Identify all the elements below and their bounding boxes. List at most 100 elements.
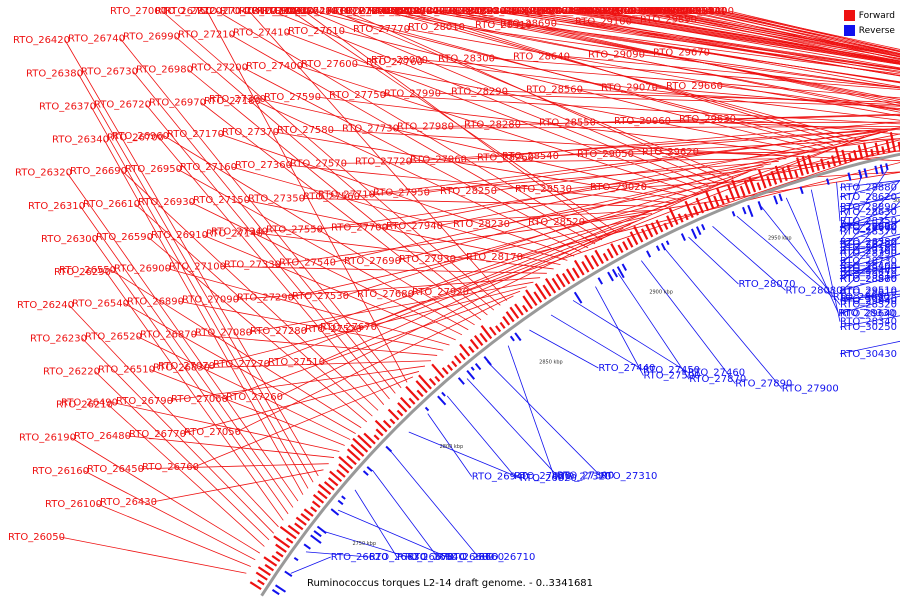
forward-leader-line — [562, 10, 900, 65]
forward-gene-label: RTO_29670 — [653, 48, 710, 59]
forward-gene-mark — [841, 149, 847, 164]
forward-leader-line — [717, 85, 900, 111]
forward-gene-mark — [695, 197, 705, 214]
forward-gene-label: RTO_26340 — [52, 135, 109, 146]
reverse-gene-mark — [457, 377, 465, 385]
forward-gene-mark — [310, 506, 318, 513]
forward-leader-line — [145, 104, 390, 400]
forward-leader-line — [654, 10, 900, 57]
forward-gene-label: RTO_27930 — [399, 254, 456, 265]
forward-gene-mark — [889, 131, 896, 152]
reverse-gene-mark — [341, 495, 346, 500]
forward-gene-label: RTO_28740 — [511, 6, 568, 17]
reverse-gene-label: RTO_26620 — [331, 552, 388, 563]
forward-leader-line — [315, 96, 802, 155]
forward-leader-line — [339, 30, 818, 150]
reverse-leader-line — [305, 551, 370, 558]
forward-gene-label: RTO_26740 — [68, 33, 125, 44]
forward-gene-mark — [705, 191, 715, 209]
forward-gene-mark — [257, 579, 265, 586]
forward-gene-mark — [431, 363, 445, 379]
forward-gene-mark — [317, 490, 328, 500]
reverse-gene-label: RTO_29810 — [840, 271, 897, 282]
reverse-leader-line — [337, 509, 448, 558]
forward-gene-mark — [480, 325, 493, 340]
forward-gene-label: RTO_27520 — [305, 324, 362, 335]
reverse-gene-label: RTO_28900 — [840, 222, 897, 233]
forward-gene-label: RTO_26960 — [112, 131, 169, 142]
forward-gene-label: RTO_29380 — [644, 6, 701, 17]
reverse-gene-label: RTO_26940 — [472, 472, 529, 483]
forward-gene-mark — [610, 243, 619, 256]
reverse-leader-line — [736, 215, 834, 298]
kbp-tick-label: 2800 kbp — [440, 444, 464, 450]
forward-gene-mark — [329, 470, 343, 483]
reverse-gene-label: RTO_28890 — [840, 202, 897, 213]
reverse-gene-label: RTO_28320 — [840, 300, 897, 311]
forward-leader-line — [290, 10, 617, 233]
kbp-tick-label: 2950 kbp — [768, 235, 792, 241]
reverse-leader-line — [550, 314, 644, 371]
forward-gene-label: RTO_27290 — [237, 293, 294, 304]
forward-gene-mark — [807, 154, 815, 173]
forward-gene-label: RTO_29420 — [668, 6, 725, 17]
leader-lines — [59, 10, 900, 574]
reverse-leader-line — [712, 225, 786, 291]
reverse-gene-mark — [366, 466, 373, 472]
reverse-gene-label: RTO_26710 — [478, 552, 535, 563]
reverse-gene-mark — [330, 508, 340, 516]
forward-gene-label: RTO_26750 — [155, 6, 212, 17]
forward-leader-line — [500, 10, 900, 70]
reverse-gene-mark — [509, 335, 515, 342]
forward-gene-mark — [640, 228, 649, 240]
forward-gene-label: RTO_27660 — [333, 6, 390, 17]
forward-gene-mark — [373, 434, 380, 441]
reverse-gene-label: RTO_26630 — [369, 552, 426, 563]
reverse-gene-label: RTO_28080 — [786, 285, 843, 296]
forward-gene-mark — [264, 563, 275, 572]
forward-gene-mark — [275, 550, 284, 558]
forward-gene-mark — [874, 142, 880, 156]
forward-gene-mark — [505, 311, 515, 323]
forward-gene-label: RTO_26430 — [100, 497, 157, 508]
forward-gene-label: RTO_28640 — [513, 51, 570, 62]
reverse-leader-line — [354, 489, 398, 558]
forward-gene-mark — [633, 225, 644, 243]
forward-gene-mark — [870, 148, 875, 157]
forward-gene-label: RTO_27160 — [180, 162, 237, 173]
forward-gene-mark — [885, 140, 891, 153]
forward-gene-label: RTO_27370 — [222, 127, 279, 138]
forward-leader-line — [167, 365, 426, 402]
forward-gene-label: RTO_26730 — [81, 66, 138, 77]
forward-gene-label: RTO_29330 — [573, 6, 630, 17]
forward-gene-label: RTO_27280 — [250, 326, 307, 337]
forward-gene-label: RTO_28050 — [468, 6, 525, 17]
forward-gene-mark — [446, 364, 453, 371]
forward-leader-line — [530, 10, 900, 74]
reverse-leader-line — [839, 175, 863, 232]
forward-gene-label: RTO_29340 — [670, 6, 727, 17]
forward-leader-line — [121, 170, 379, 411]
forward-gene-mark — [853, 149, 858, 161]
forward-gene-mark — [525, 289, 538, 307]
reverse-leader-line — [507, 345, 555, 477]
reverse-gene-mark — [826, 178, 830, 185]
forward-leader-line — [728, 10, 900, 53]
forward-gene-mark — [857, 145, 864, 160]
forward-gene-label: RTO_28550 — [539, 118, 596, 129]
forward-leader-line — [566, 154, 900, 190]
reverse-leader-line — [572, 300, 689, 373]
forward-gene-label: RTO_28010 — [408, 22, 465, 33]
reverse-leader-line — [595, 286, 644, 376]
reverse-gene-label: RTO_29640 — [840, 308, 897, 319]
forward-leader-line — [592, 10, 900, 62]
forward-leader-line — [568, 10, 900, 64]
forward-gene-label: RTO_26700 — [107, 133, 164, 144]
reverse-gene-label: RTO_28400 — [840, 261, 897, 272]
forward-leader-line — [721, 10, 900, 50]
forward-gene-label: RTO_27360 — [235, 160, 292, 171]
reverse-gene-mark — [474, 362, 482, 371]
forward-gene-label: RTO_27550 — [266, 225, 323, 236]
forward-gene-label: RTO_26910 — [151, 230, 208, 241]
reverse-gene-label: RTO_29180 — [840, 242, 897, 253]
